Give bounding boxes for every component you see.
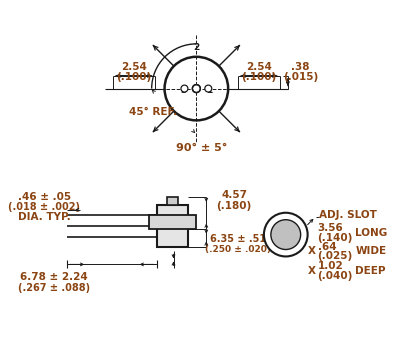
Text: 6.35 ± .51: 6.35 ± .51 [210, 233, 266, 244]
Text: 45° REF.: 45° REF. [129, 107, 177, 117]
Text: (.018 ± .002): (.018 ± .002) [8, 202, 80, 212]
Text: WIDE: WIDE [355, 246, 386, 257]
Circle shape [181, 85, 188, 92]
Text: 2.54: 2.54 [121, 62, 147, 72]
Text: 1: 1 [206, 86, 212, 95]
Bar [157, 205, 188, 246]
Text: (.267 ± .088): (.267 ± .088) [18, 283, 90, 293]
Text: 1.02: 1.02 [318, 261, 343, 271]
Circle shape [192, 85, 200, 92]
Bar [149, 215, 196, 229]
Text: (.100): (.100) [241, 72, 276, 82]
Text: .46 ± .05: .46 ± .05 [18, 192, 71, 202]
Text: .64: .64 [318, 241, 336, 252]
Text: (.015): (.015) [283, 72, 318, 82]
Text: (.140): (.140) [318, 233, 353, 243]
Text: 3.56: 3.56 [318, 223, 343, 233]
Bar [166, 197, 178, 205]
Text: (.100): (.100) [116, 72, 152, 82]
Text: 2.54: 2.54 [246, 62, 272, 72]
Text: DEEP: DEEP [355, 266, 386, 277]
Text: ADJ. SLOT: ADJ. SLOT [318, 210, 376, 220]
Text: 2: 2 [193, 43, 200, 52]
Text: 3: 3 [180, 86, 186, 95]
Text: X: X [308, 246, 316, 257]
Text: (.040): (.040) [318, 271, 353, 281]
Text: 4.57: 4.57 [221, 190, 247, 200]
Text: LONG: LONG [355, 228, 388, 238]
Circle shape [264, 213, 308, 257]
Text: (.180): (.180) [216, 201, 252, 211]
Text: 90° ± 5°: 90° ± 5° [176, 143, 227, 153]
Text: 6.78 ± 2.24: 6.78 ± 2.24 [20, 272, 88, 282]
Text: .38: .38 [292, 62, 310, 72]
Text: DIA. TYP.: DIA. TYP. [18, 212, 71, 222]
Text: (.025): (.025) [318, 251, 353, 261]
Circle shape [271, 220, 301, 250]
Text: (.250 ± .020): (.250 ± .020) [205, 245, 271, 254]
Circle shape [205, 85, 212, 92]
Text: X: X [308, 266, 316, 277]
